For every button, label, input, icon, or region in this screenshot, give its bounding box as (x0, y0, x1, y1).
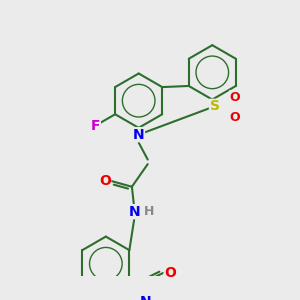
Text: O: O (230, 111, 240, 124)
Text: O: O (164, 266, 176, 280)
Text: H: H (144, 205, 154, 218)
Text: O: O (230, 91, 240, 104)
Text: N: N (128, 205, 140, 219)
Text: S: S (210, 99, 220, 113)
Text: N: N (133, 128, 145, 142)
Text: N: N (140, 295, 151, 300)
Text: O: O (99, 174, 111, 188)
Text: F: F (91, 118, 100, 133)
